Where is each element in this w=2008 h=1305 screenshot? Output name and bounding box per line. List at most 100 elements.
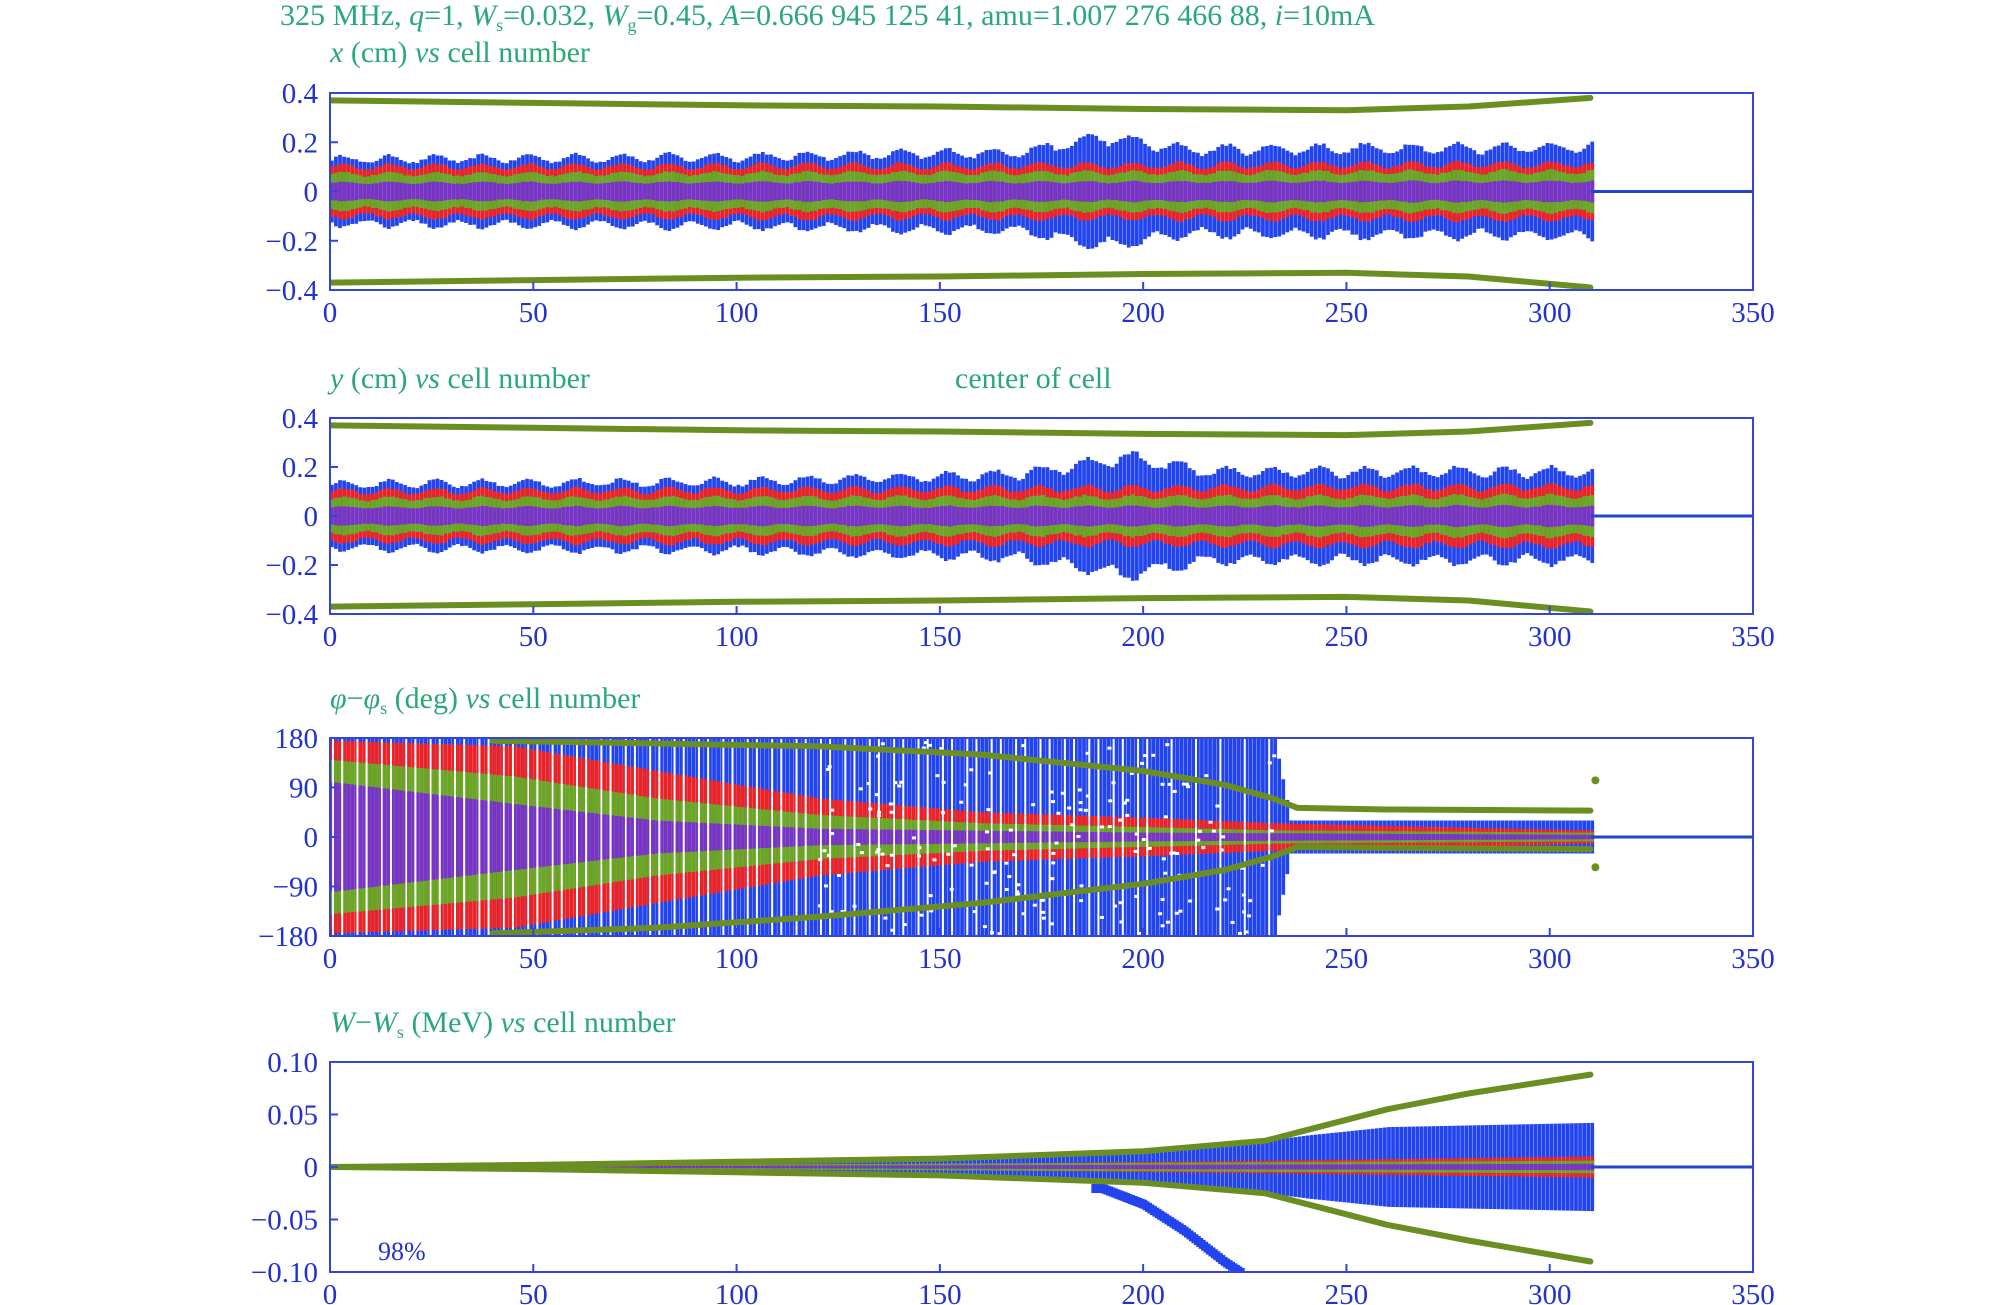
cell-bar [1350,181,1355,202]
cell-bar [1293,833,1298,841]
cell-bar [943,506,948,526]
cell-bar [1256,506,1261,526]
cell-bar [1513,506,1517,526]
cell-bar [1147,832,1151,842]
cell-bar [1200,832,1204,842]
cell-bar [594,183,599,200]
cell-bar [996,830,1001,844]
x-tick-label: 100 [715,297,759,329]
cell-bar [821,182,826,201]
cell-bar [553,183,558,200]
halo-gap [928,894,933,898]
cell-bar [695,822,698,852]
cell-bar [1338,507,1343,525]
cell-bar [691,508,696,524]
cell-bar [460,797,464,877]
cell-bar [1065,831,1070,843]
halo-gap [889,810,894,814]
cell-bar [468,798,472,876]
cell-bar [1411,180,1416,203]
cell-bar [817,507,822,525]
cell-bar [1565,834,1570,840]
cell-bar [1346,507,1351,525]
halo-gap [840,910,845,914]
cell-bar [699,822,704,852]
cell-bar [655,182,659,201]
cell-bar [1053,831,1058,843]
cell-bar [1200,507,1204,525]
y-tick-label: −0.2 [265,550,318,582]
cell-bar [378,507,383,525]
cell-bar [1248,507,1253,525]
cell-bar [968,507,973,525]
y-tick-label: 0.2 [282,127,318,159]
cell-bar [992,181,997,202]
cell-bar [1082,505,1086,527]
cell-bar [1578,834,1582,840]
cell-bar [586,812,590,862]
cell-bar [1143,832,1147,842]
cell-bar [919,183,924,200]
cell-bar [1297,507,1302,525]
cell-bar [1415,505,1420,527]
cell-bar [1114,507,1119,525]
cell-bar [1549,180,1554,203]
x-tick-label: 50 [519,943,548,975]
halo-gap [949,887,954,891]
halo-gap [1070,823,1075,827]
cell-bar [1151,832,1156,842]
cell-bar [533,806,538,868]
cell-bar [1378,507,1383,525]
cell-bar [704,182,708,201]
cell-bar [797,506,802,526]
cell-bar [1452,834,1456,840]
cell-bar [1301,182,1306,201]
cell-bar [1370,181,1375,202]
halo-gap [1100,825,1105,829]
cell-bar [358,507,363,525]
cell-bar [1261,181,1265,202]
cell-bar [756,825,761,849]
cell-bar [460,183,464,200]
cell-bar [939,181,944,202]
cell-bar [350,784,355,890]
cell-bar [1370,505,1375,527]
halo-gap [952,844,957,848]
cell-bar [1435,834,1440,840]
cell-bar [439,506,444,526]
cell-bar [801,181,806,202]
cell-bar [1549,834,1554,840]
cell-bar [1094,181,1099,202]
cell-bar [512,183,517,200]
cell-bar [1082,181,1086,202]
cell-bar [1191,182,1196,201]
cell-bar [1122,832,1127,842]
cell-bar [1004,507,1009,525]
cell-bar [834,182,838,201]
cell-bar [582,182,586,201]
cell-bar [1098,506,1103,526]
cell-bar [1126,505,1131,527]
cell-bar [1545,834,1550,840]
x-tick-label: 300 [1528,943,1572,975]
cell-bar [972,183,977,200]
cell-bar [1212,181,1217,202]
cell-bar [578,181,582,202]
cell-bar [1504,505,1509,527]
cell-bar [789,183,794,200]
cell-bar [1338,833,1343,841]
cell-bar [1228,181,1233,202]
cell-bar [1431,183,1436,200]
cell-bar [651,820,655,854]
cell-bar [1293,507,1298,525]
cell-bar [1391,507,1395,525]
cell-bar [1098,182,1103,201]
center-of-cell-label: center of cell [955,362,1112,395]
halo-gap [929,909,934,913]
cell-bar [903,505,908,527]
cell-bar [1041,831,1046,843]
cell-bar [1110,182,1115,201]
halo-gap [982,925,987,929]
cell-bar [1525,507,1530,525]
cell-bar [1216,181,1221,202]
